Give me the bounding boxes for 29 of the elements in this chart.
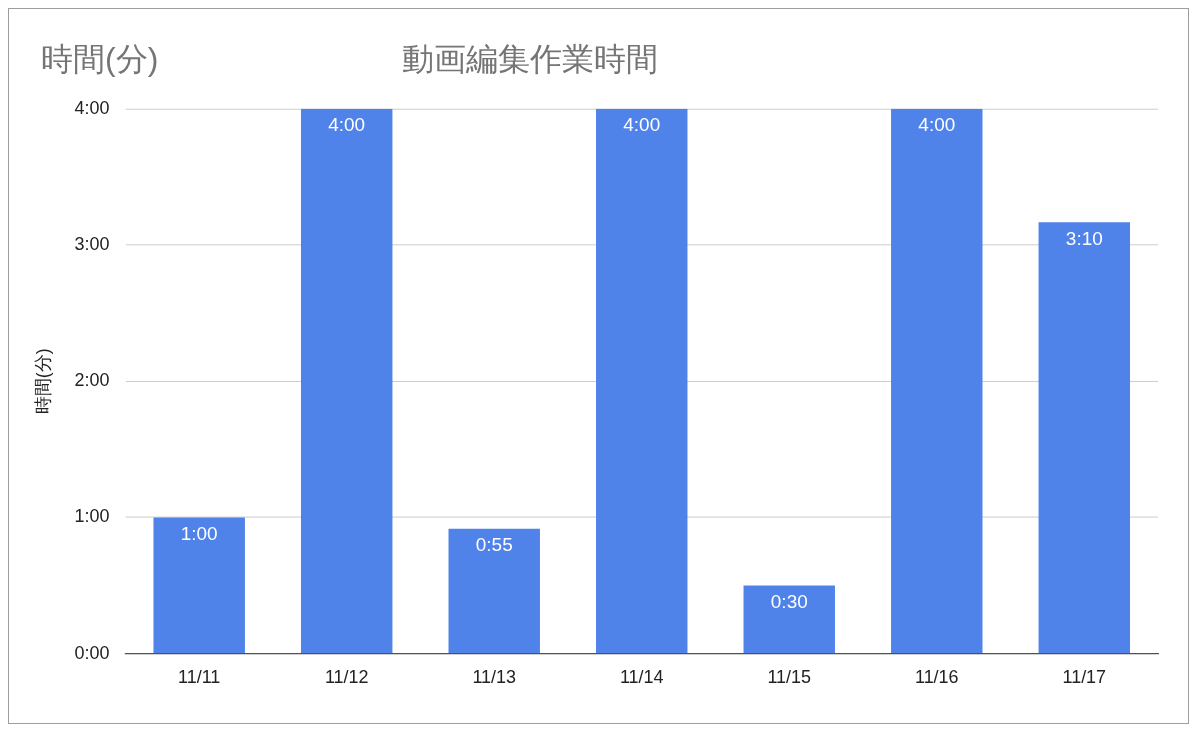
x-tick-label: 11/11 bbox=[178, 667, 221, 688]
bar bbox=[1038, 222, 1131, 654]
y-tick-label: 1:00 bbox=[74, 506, 110, 527]
bar bbox=[300, 108, 393, 654]
x-tick-label: 11/14 bbox=[619, 667, 664, 688]
x-tick-label: 11/13 bbox=[472, 667, 517, 688]
y-axis-title: 時間(分) bbox=[32, 348, 53, 415]
bar bbox=[153, 517, 245, 654]
x-tick-label: 11/16 bbox=[914, 667, 959, 688]
y-tick-label: 2:00 bbox=[74, 370, 110, 391]
data-label: 4:00 bbox=[918, 114, 956, 136]
x-tick-label: 11/15 bbox=[767, 667, 812, 688]
bar bbox=[448, 528, 540, 654]
x-tick-label: 11/17 bbox=[1062, 667, 1107, 688]
bar bbox=[743, 585, 835, 654]
y-tick-label: 3:00 bbox=[74, 233, 110, 254]
chart-title: 動画編集作業時間 bbox=[402, 40, 659, 77]
y-tick-label: 0:00 bbox=[74, 642, 110, 663]
x-tick-label: 11/12 bbox=[324, 667, 369, 688]
data-label: 1:00 bbox=[180, 523, 218, 545]
data-label: 0:55 bbox=[475, 534, 513, 556]
text: 時間(分) bbox=[40, 40, 159, 77]
data-label: 0:30 bbox=[770, 591, 808, 613]
bar bbox=[596, 108, 688, 654]
y-tick-label: 4:00 bbox=[74, 97, 110, 118]
bar bbox=[891, 108, 983, 654]
data-label: 3:10 bbox=[1065, 227, 1103, 249]
data-label: 4:00 bbox=[623, 114, 661, 136]
data-label: 4:00 bbox=[328, 114, 366, 136]
